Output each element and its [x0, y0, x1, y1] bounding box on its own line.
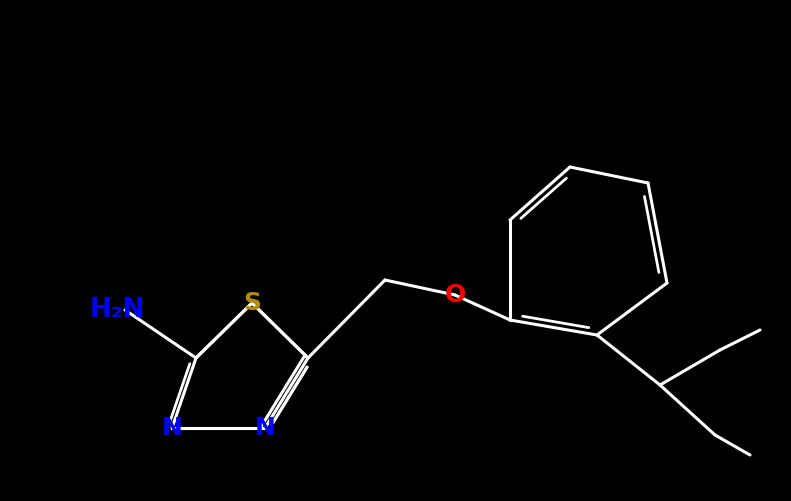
- Text: S: S: [243, 291, 261, 315]
- Text: O: O: [445, 283, 466, 307]
- Text: N: N: [255, 416, 275, 440]
- Text: H₂N: H₂N: [90, 297, 146, 323]
- Text: N: N: [161, 416, 183, 440]
